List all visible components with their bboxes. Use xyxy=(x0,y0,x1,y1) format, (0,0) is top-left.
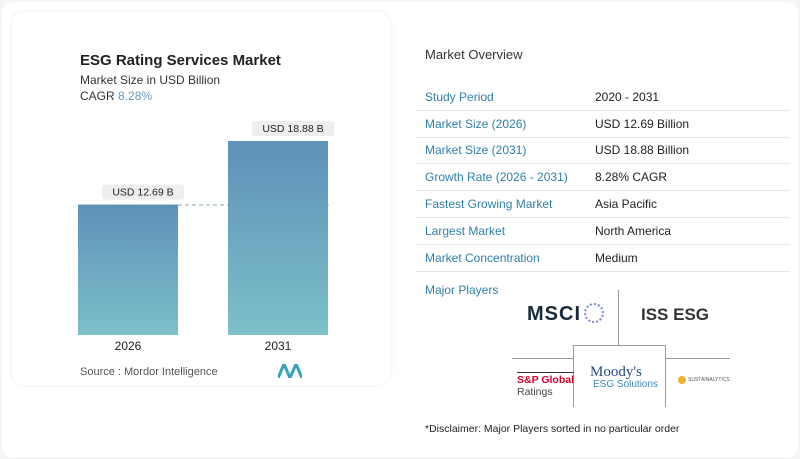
overview-row: Fastest Growing Market Asia Pacific xyxy=(415,191,790,218)
sp-ratings: Ratings xyxy=(517,386,553,398)
chart-title: ESG Rating Services Market xyxy=(80,52,281,69)
row-value: 2020 - 2031 xyxy=(595,89,660,104)
overview-row: Largest Market North America xyxy=(415,218,790,245)
row-label: Market Size (2031) xyxy=(425,143,527,158)
row-label: Study Period xyxy=(425,89,494,104)
cagr-label: CAGR xyxy=(80,89,115,103)
row-label: Growth Rate (2026 - 2031) xyxy=(425,170,568,185)
data-label-bg xyxy=(102,184,184,200)
cagr: CAGR 8.28% xyxy=(80,89,152,103)
overview-title: Market Overview xyxy=(425,47,523,62)
row-value: Asia Pacific xyxy=(595,197,658,212)
overview-row: Market Concentration Medium xyxy=(415,245,790,272)
row-label: Market Size (2026) xyxy=(425,116,527,131)
row-value: USD 18.88 Billion xyxy=(595,143,690,158)
row-label: Market Concentration xyxy=(425,250,540,265)
major-players-title: Major Players xyxy=(425,283,499,297)
row-label: Fastest Growing Market xyxy=(425,197,553,212)
overview-row: Study Period 2020 - 2031 xyxy=(415,84,790,111)
sustainalytics-icon xyxy=(678,376,686,384)
globe-icon xyxy=(584,303,604,323)
overview-row: Market Size (2026) USD 12.69 Billion xyxy=(415,111,790,138)
disclaimer: *Disclaimer: Major Players sorted in no … xyxy=(425,423,680,435)
x-tick-label: 2026 xyxy=(115,339,142,353)
divider xyxy=(665,358,730,359)
iss-esg-logo: ISS ESG xyxy=(641,305,710,324)
sp-global-logo: S&P Global xyxy=(517,372,574,386)
data-label: USD 12.69 B xyxy=(112,187,173,199)
row-value: North America xyxy=(595,223,672,238)
row-label: Largest Market xyxy=(425,223,506,238)
divider xyxy=(618,290,619,345)
sustainalytics-logo: SUSTAINALYTICS xyxy=(688,377,730,383)
bar-2031 xyxy=(228,141,328,335)
row-value: USD 12.69 Billion xyxy=(595,116,690,131)
moodys-sub: ESG Solutions xyxy=(593,379,659,390)
mordor-logo-icon xyxy=(278,364,302,378)
overview-row: Growth Rate (2026 - 2031) 8.28% CAGR xyxy=(415,164,790,192)
overview-table: Study Period 2020 - 2031 Market Size (2026… xyxy=(415,84,790,272)
msci-logo: MSCI xyxy=(527,303,581,325)
cagr-value: 8.28% xyxy=(118,89,153,103)
row-value: Medium xyxy=(595,250,638,265)
divider xyxy=(512,358,574,359)
source: Source : Mordor Intelligence xyxy=(80,366,218,378)
overview-row: Market Size (2031) USD 18.88 Billion xyxy=(415,138,790,165)
chart-subtitle: Market Size in USD Billion xyxy=(80,73,221,87)
moodys-box xyxy=(573,345,666,407)
moodys-logo: Moody's xyxy=(590,364,642,380)
data-label: USD 18.88 B xyxy=(262,123,323,135)
data-label-bg xyxy=(252,121,334,136)
x-tick-label: 2031 xyxy=(265,339,292,353)
bar-2026 xyxy=(78,204,178,335)
bar-chart: USD 12.69 B 2026 USD 18.88 B 2031 xyxy=(78,121,334,353)
row-value: 8.28% CAGR xyxy=(595,170,668,185)
